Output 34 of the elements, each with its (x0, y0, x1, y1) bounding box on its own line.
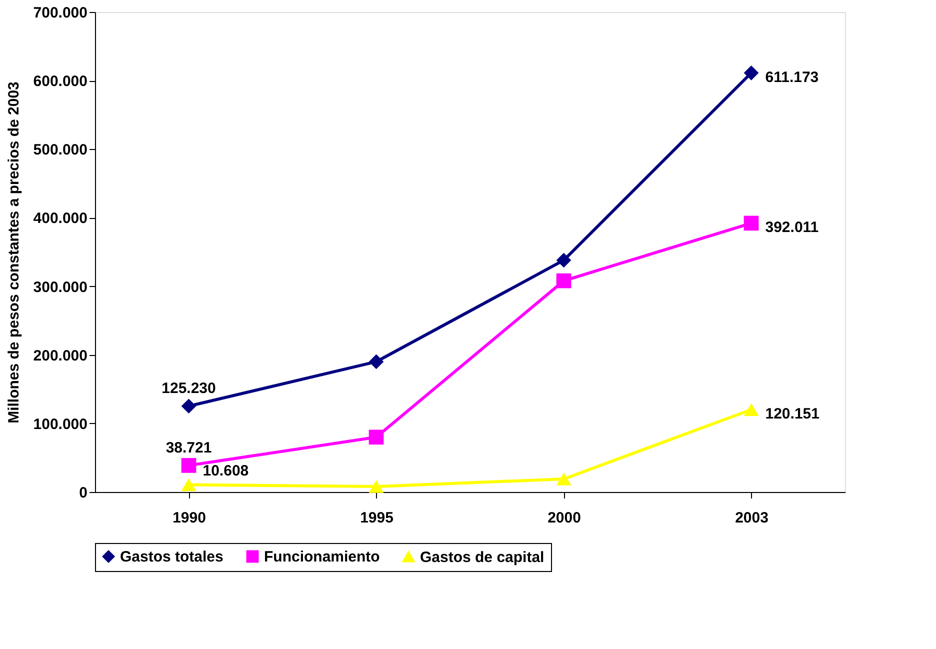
y-tick-label: 400.000 (33, 210, 88, 228)
point (368, 430, 384, 445)
y-tick-label: 500.000 (33, 142, 88, 159)
y-axis-title: Millones de pesos constantes a precios de 2003 (5, 82, 22, 424)
point (368, 480, 384, 493)
data-label: 10.608 (202, 462, 249, 480)
data-label: 38.721 (166, 439, 212, 456)
legend-label: Funcionamiento (264, 548, 380, 566)
point (181, 478, 196, 492)
y-tick-label: 600.000 (33, 73, 88, 90)
y-tick-label: 0 (79, 484, 88, 502)
legend-label: Gastos de capital (420, 548, 544, 566)
point (556, 472, 572, 486)
point (556, 273, 572, 288)
legend-label: Gastos totales (120, 548, 224, 566)
x-tick-label: 2003 (735, 510, 768, 526)
data-label: 125.230 (162, 380, 216, 398)
point (744, 65, 759, 80)
x-tick-label: 1995 (360, 510, 394, 526)
point (744, 403, 759, 416)
point (368, 354, 384, 370)
x-tick-label: 2000 (548, 510, 581, 526)
y-tick-label: 300.000 (33, 278, 88, 296)
point (744, 216, 759, 231)
data-label: 392.011 (765, 219, 819, 236)
data-label: 120.151 (765, 406, 820, 423)
point (556, 252, 572, 268)
point (181, 398, 196, 414)
x-tick-label: 1990 (172, 510, 206, 526)
y-tick-label: 100.000 (33, 416, 88, 433)
data-label: 611.173 (765, 68, 819, 86)
y-tick-label: 200.000 (33, 347, 88, 364)
y-tick-label: 700.000 (33, 4, 88, 22)
point (181, 458, 196, 473)
